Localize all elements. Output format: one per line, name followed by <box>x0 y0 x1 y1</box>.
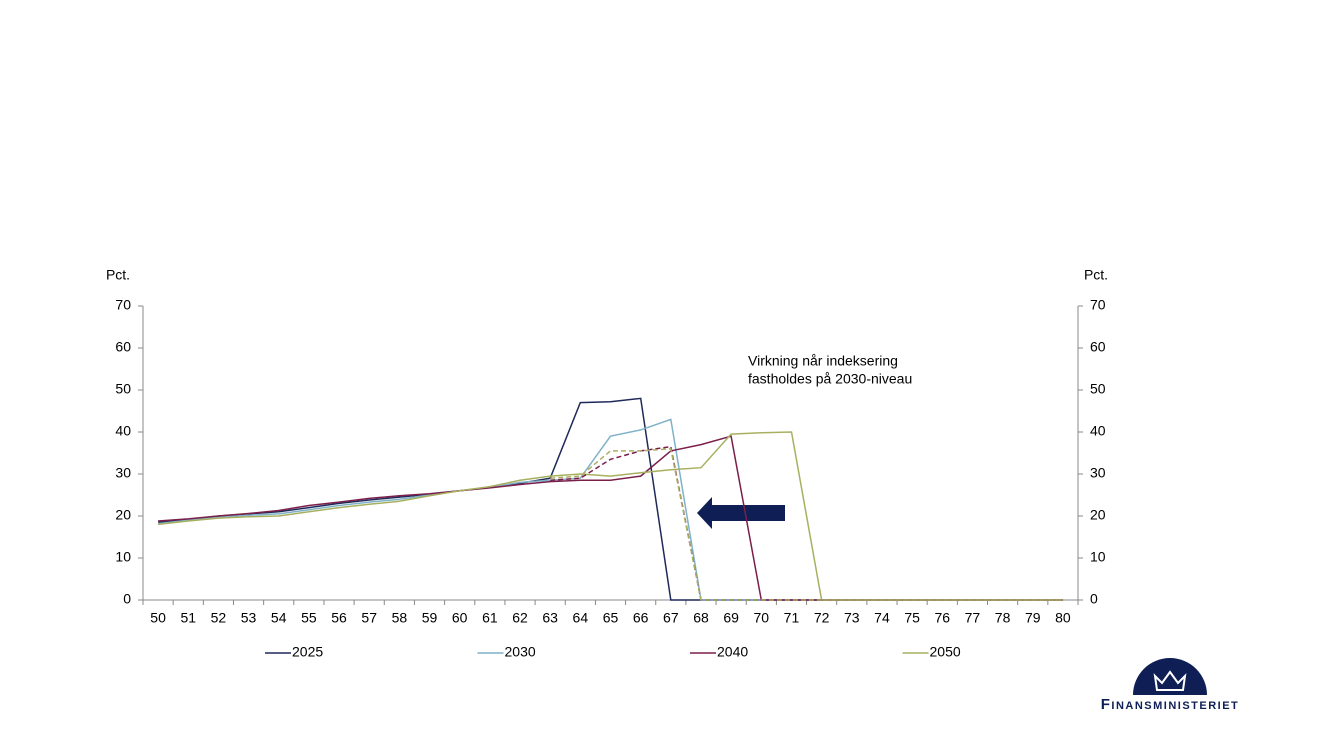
x-tick-label: 53 <box>241 610 257 626</box>
x-tick-label: 64 <box>573 610 589 626</box>
x-tick-label: 78 <box>995 610 1011 626</box>
x-tick-label: 56 <box>331 610 347 626</box>
x-tick-label: 72 <box>814 610 830 626</box>
x-tick-label: 68 <box>693 610 709 626</box>
y-tick-label: 20 <box>115 507 131 523</box>
x-tick-label: 67 <box>663 610 679 626</box>
x-tick-label: 73 <box>844 610 860 626</box>
annotation: Virkning når indeksering <box>748 353 898 369</box>
x-tick-label: 75 <box>904 610 920 626</box>
y-tick-label: 30 <box>115 465 131 481</box>
x-tick-label: 54 <box>271 610 287 626</box>
x-tick-label: 50 <box>150 610 166 626</box>
x-tick-label: 57 <box>361 610 377 626</box>
y-tick-label: 0 <box>123 591 131 607</box>
y2-tick-label: 20 <box>1090 507 1106 523</box>
y-axis-label: Pct. <box>106 267 130 283</box>
y2-tick-label: 30 <box>1090 465 1106 481</box>
x-tick-label: 61 <box>482 610 498 626</box>
x-tick-label: 51 <box>180 610 196 626</box>
y2-tick-label: 10 <box>1090 549 1106 565</box>
x-tick-label: 65 <box>603 610 619 626</box>
y2-tick-label: 40 <box>1090 423 1106 439</box>
logo-text: Finansministeriet <box>1101 696 1240 713</box>
y2-axis-label: Pct. <box>1084 267 1108 283</box>
legend-label: 2030 <box>505 644 536 660</box>
x-tick-label: 62 <box>512 610 528 626</box>
legend-label: 2040 <box>717 644 748 660</box>
arrow <box>697 497 785 529</box>
x-tick-label: 77 <box>965 610 981 626</box>
x-tick-label: 79 <box>1025 610 1041 626</box>
legend-label: 2050 <box>930 644 961 660</box>
series-line <box>158 397 1063 601</box>
logo-emblem <box>1133 658 1207 695</box>
x-tick-label: 66 <box>633 610 649 626</box>
x-tick-label: 70 <box>754 610 770 626</box>
y-tick-label: 70 <box>115 297 131 313</box>
y2-tick-label: 0 <box>1090 591 1098 607</box>
series-line <box>158 431 1063 601</box>
x-tick-label: 59 <box>422 610 438 626</box>
dashed-line <box>550 445 1063 601</box>
legend-label: 2025 <box>292 644 323 660</box>
x-tick-label: 60 <box>452 610 468 626</box>
y-tick-label: 10 <box>115 549 131 565</box>
series-line <box>158 435 1063 601</box>
x-tick-label: 80 <box>1055 610 1071 626</box>
y2-tick-label: 60 <box>1090 339 1106 355</box>
x-tick-label: 58 <box>392 610 408 626</box>
x-tick-label: 55 <box>301 610 317 626</box>
x-tick-label: 63 <box>542 610 558 626</box>
x-tick-label: 69 <box>723 610 739 626</box>
x-tick-label: 52 <box>211 610 227 626</box>
x-tick-label: 74 <box>874 610 890 626</box>
y-tick-label: 60 <box>115 339 131 355</box>
y2-tick-label: 50 <box>1090 381 1106 397</box>
x-tick-label: 76 <box>934 610 950 626</box>
y-tick-label: 50 <box>115 381 131 397</box>
x-tick-label: 71 <box>784 610 800 626</box>
y-tick-label: 40 <box>115 423 131 439</box>
annotation: fastholdes på 2030-niveau <box>748 371 912 387</box>
dashed-line <box>550 448 1063 601</box>
y2-tick-label: 70 <box>1090 297 1106 313</box>
